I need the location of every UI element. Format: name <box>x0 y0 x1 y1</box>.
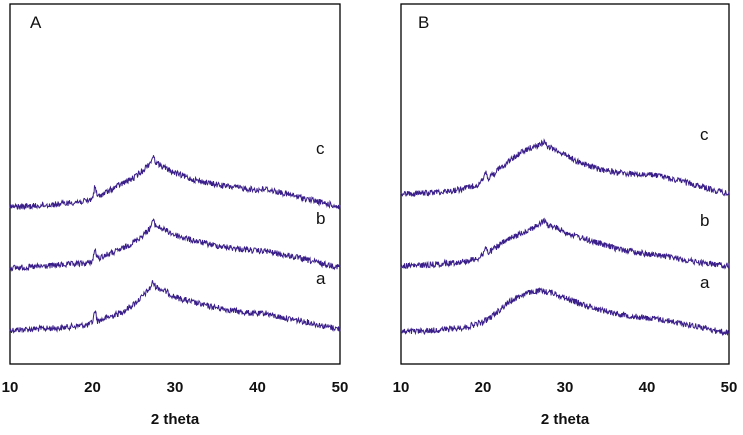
panel-b-x-tick-label: 50 <box>721 379 738 396</box>
panel-b-series-a-label: a <box>700 273 710 292</box>
panel-a-series-a-line <box>9 280 341 334</box>
panel-b-series-c-line <box>400 138 730 198</box>
panel-b-series-c-label: c <box>700 125 709 144</box>
panel-b-x-tick-label: 10 <box>393 379 410 396</box>
panel-a-series: a b c <box>9 139 341 334</box>
panel-a-series-c-line <box>9 155 341 211</box>
panel-a-series-b-line <box>9 218 341 272</box>
panel-b-letter: B <box>418 13 429 32</box>
panel-a-x-axis-label: 2 theta <box>151 411 200 428</box>
panel-a-series-a-label: a <box>316 269 326 288</box>
panel-a: A a b c 10 20 30 40 50 2 theta <box>2 3 349 428</box>
panel-a-x-tick-label: 20 <box>84 379 101 396</box>
panel-a-series-c-label: c <box>316 139 325 158</box>
panel-b-x-axis-label: 2 theta <box>541 411 590 428</box>
panel-b-frame <box>400 3 730 365</box>
panel-a-x-tick-label: 30 <box>167 379 184 396</box>
panel-b-x-tick-label: 20 <box>475 379 492 396</box>
panel-a-x-tick-label: 10 <box>2 379 19 396</box>
panel-b-series: a b c <box>400 125 730 337</box>
panel-b-series-a-line <box>400 287 730 337</box>
panel-b-x-tick-label: 40 <box>639 379 656 396</box>
panel-a-frame <box>9 3 341 365</box>
panel-a-x-tick-label: 50 <box>332 379 349 396</box>
panel-b-ticks: 10 20 30 40 50 <box>393 379 738 396</box>
panel-a-x-tick-label: 40 <box>249 379 266 396</box>
panel-b-x-tick-label: 30 <box>557 379 574 396</box>
panel-a-ticks: 10 20 30 40 50 <box>2 379 349 396</box>
panel-b: B a b c 10 20 30 40 50 2 theta <box>393 3 738 428</box>
panel-b-series-b-label: b <box>700 211 709 230</box>
panel-a-series-b-label: b <box>316 209 325 228</box>
panel-a-letter: A <box>30 13 42 32</box>
panel-b-series-b-line <box>400 217 730 270</box>
